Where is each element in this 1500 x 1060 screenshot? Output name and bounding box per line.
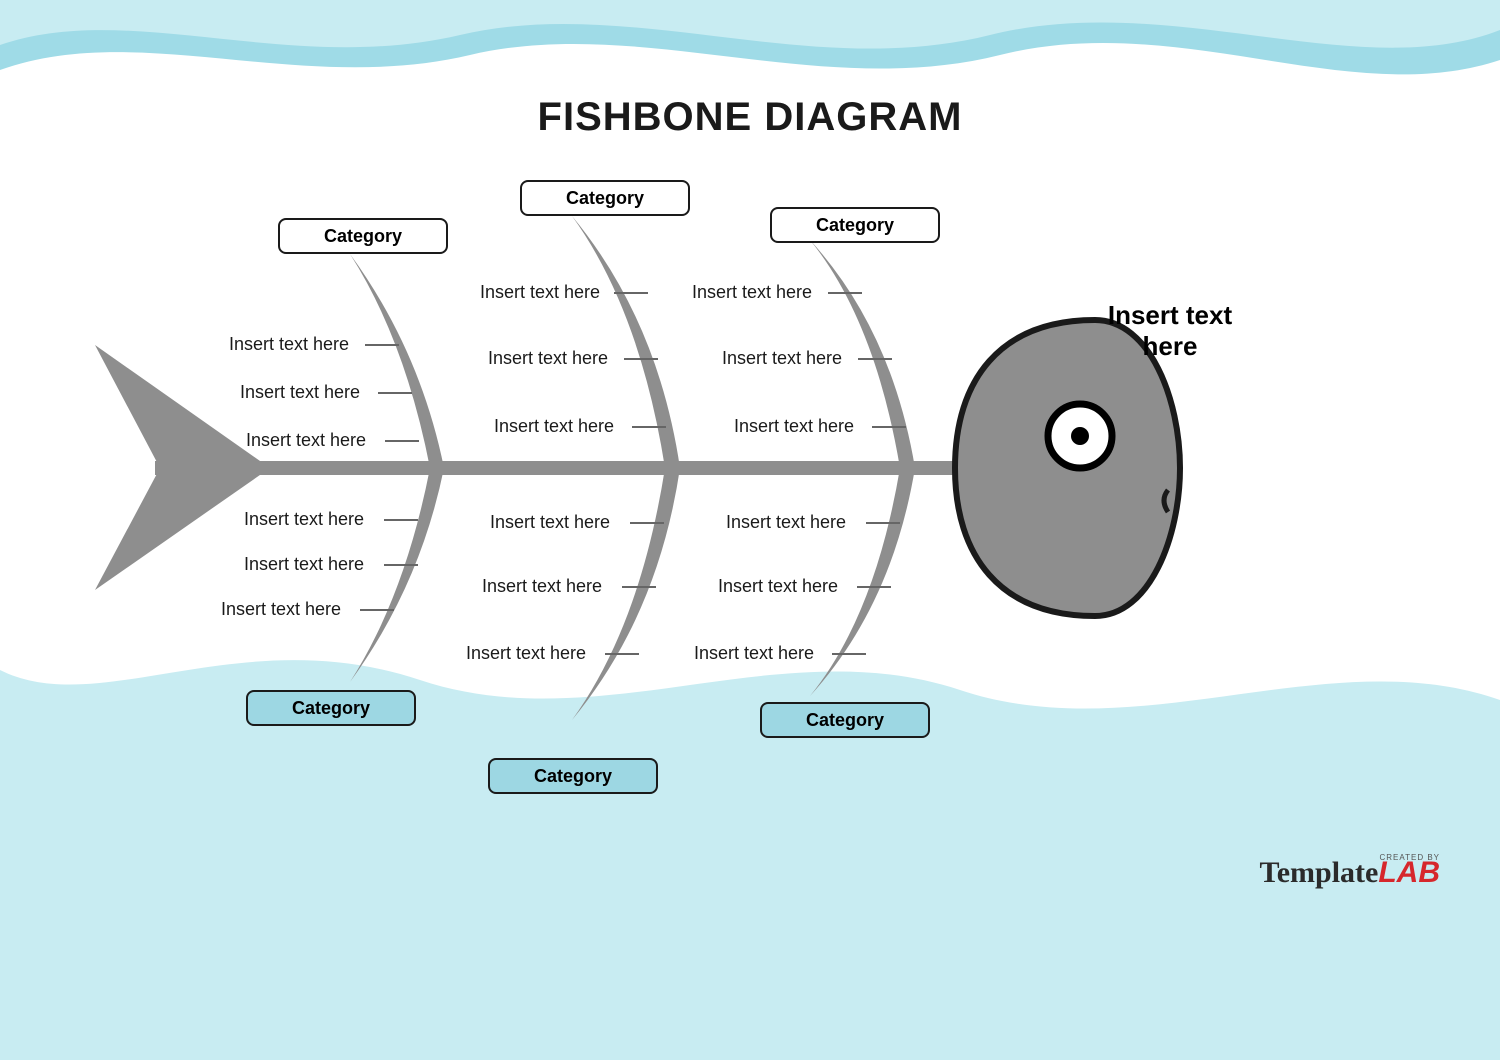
cause-tick <box>872 426 906 428</box>
cause-text[interactable]: Insert text here <box>240 382 360 403</box>
category-box-bottom-1[interactable]: Category <box>246 690 416 726</box>
cause-text[interactable]: Insert text here <box>229 334 349 355</box>
category-box-top-2[interactable]: Category <box>520 180 690 216</box>
category-label: Category <box>816 215 894 236</box>
category-box-top-1[interactable]: Category <box>278 218 448 254</box>
cause-tick <box>365 344 399 346</box>
cause-text[interactable]: Insert text here <box>694 643 814 664</box>
cause-text[interactable]: Insert text here <box>490 512 610 533</box>
cause-text[interactable]: Insert text here <box>488 348 608 369</box>
category-box-bottom-3[interactable]: Category <box>760 702 930 738</box>
cause-tick <box>858 358 892 360</box>
diagram-title: FISHBONE DIAGRAM <box>0 95 1500 140</box>
cause-text[interactable]: Insert text here <box>246 430 366 451</box>
bone-bot-1 <box>350 468 444 682</box>
cause-tick <box>614 292 648 294</box>
watermark-name: Template <box>1259 856 1378 889</box>
cause-text[interactable]: Insert text here <box>494 416 614 437</box>
fishbone-diagram: FISHBONE DIAGRAM Category Category Categ… <box>0 0 1500 1060</box>
category-box-bottom-2[interactable]: Category <box>488 758 658 794</box>
fish-eye-pupil <box>1071 427 1089 445</box>
cause-tick <box>624 358 658 360</box>
cause-tick <box>384 564 418 566</box>
category-label: Category <box>566 188 644 209</box>
cause-text[interactable]: Insert text here <box>734 416 854 437</box>
category-label: Category <box>292 698 370 719</box>
cause-tick <box>384 519 418 521</box>
watermark-accent: LAB <box>1378 856 1440 889</box>
cause-tick <box>378 392 412 394</box>
cause-text[interactable]: Insert text here <box>480 282 600 303</box>
cause-tick <box>385 440 419 442</box>
cause-tick <box>828 292 862 294</box>
cause-text[interactable]: Insert text here <box>718 576 838 597</box>
cause-tick <box>857 586 891 588</box>
cause-tick <box>360 609 394 611</box>
cause-tick <box>866 522 900 524</box>
cause-tick <box>832 653 866 655</box>
cause-tick <box>632 426 666 428</box>
cause-text[interactable]: Insert text here <box>692 282 812 303</box>
cause-text[interactable]: Insert text here <box>482 576 602 597</box>
cause-text[interactable]: Insert text here <box>726 512 846 533</box>
cause-text[interactable]: Insert text here <box>221 599 341 620</box>
category-label: Category <box>324 226 402 247</box>
cause-tick <box>622 586 656 588</box>
watermark: CREATED BY TemplateLAB <box>1259 853 1440 890</box>
category-label: Category <box>534 766 612 787</box>
cause-text[interactable]: Insert text here <box>244 509 364 530</box>
cause-tick <box>605 653 639 655</box>
cause-text[interactable]: Insert text here <box>722 348 842 369</box>
cause-text[interactable]: Insert text here <box>466 643 586 664</box>
cause-text[interactable]: Insert text here <box>244 554 364 575</box>
cause-tick <box>630 522 664 524</box>
fish-spine <box>155 461 960 475</box>
category-label: Category <box>806 710 884 731</box>
category-box-top-3[interactable]: Category <box>770 207 940 243</box>
head-label[interactable]: Insert text here <box>1085 300 1255 362</box>
